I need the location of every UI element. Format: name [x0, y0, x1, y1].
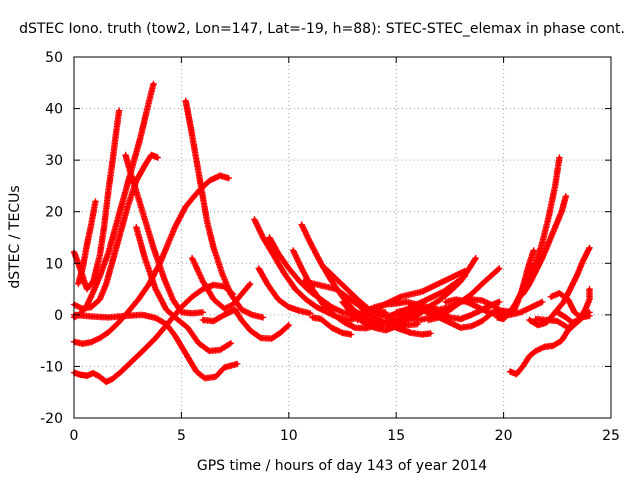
plot-frame [73, 56, 612, 419]
x-axis-label: GPS time / hours of day 143 of year 2014 [197, 458, 487, 474]
series-markers [122, 151, 207, 317]
y-axis-label: dSTEC / TECUs [7, 185, 23, 288]
y-tick-label: 10 [45, 256, 63, 272]
y-tick-label: 50 [45, 50, 63, 66]
x-tick-label: 0 [70, 428, 79, 444]
series-s6 [75, 198, 99, 288]
series-markers [300, 278, 434, 338]
series-s14 [255, 265, 314, 317]
series-markers [199, 306, 292, 342]
ticks: 0 5 10 15 20 25 -20 -10 0 10 20 30 40 50 [40, 50, 620, 444]
y-tick-label: -10 [40, 359, 63, 375]
x-tick-label: 15 [387, 428, 405, 444]
series-s30 [519, 193, 570, 298]
chart-title: dSTEC Iono. truth (tow2, Lon=147, Lat=-1… [19, 21, 625, 37]
x-tick-label: 5 [177, 428, 186, 444]
series-layer [70, 80, 593, 386]
series-markers [309, 314, 355, 338]
series-markers [519, 193, 570, 298]
series-markers [393, 305, 518, 331]
series-s9 [133, 224, 234, 355]
x-tick-label: 10 [280, 428, 298, 444]
y-tick-label: 30 [45, 153, 63, 169]
series-s11 [188, 254, 254, 312]
series-markers [532, 311, 589, 331]
series-markers [182, 97, 267, 321]
y-tick-label: 20 [45, 205, 63, 221]
series-markers [188, 254, 254, 312]
series-s12 [199, 306, 292, 342]
series-s18 [309, 314, 355, 338]
series-markers [133, 224, 234, 355]
series-s35 [393, 305, 518, 331]
y-tick-label: 40 [45, 102, 63, 118]
series-s10 [182, 97, 267, 321]
series-markers [255, 265, 314, 317]
series-markers [75, 198, 99, 288]
series-s7 [122, 151, 207, 317]
series-s34 [532, 311, 589, 331]
y-tick-label: -20 [40, 411, 63, 427]
grid [74, 57, 611, 418]
x-tick-label: 20 [495, 428, 513, 444]
x-tick-label: 25 [602, 428, 620, 444]
series-line [72, 313, 239, 380]
y-tick-label: 0 [54, 308, 63, 324]
